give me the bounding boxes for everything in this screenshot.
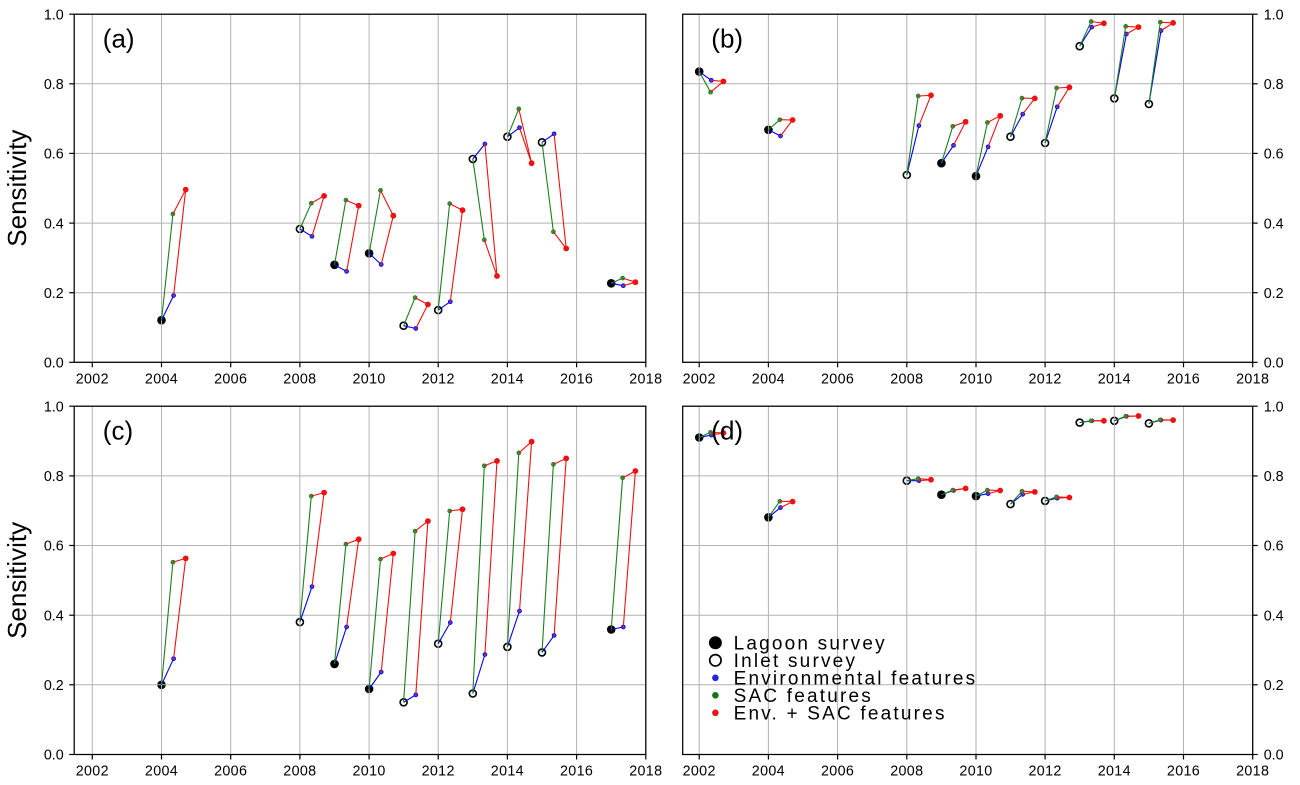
svg-text:Sensitivity: Sensitivity bbox=[2, 130, 32, 247]
svg-text:0.4: 0.4 bbox=[1264, 216, 1284, 232]
svg-text:0.0: 0.0 bbox=[1264, 748, 1284, 764]
svg-text:2002: 2002 bbox=[683, 764, 716, 780]
svg-text:0.8: 0.8 bbox=[44, 77, 64, 93]
svg-text:2010: 2010 bbox=[959, 371, 992, 387]
svg-text:2018: 2018 bbox=[629, 764, 662, 780]
svg-text:2006: 2006 bbox=[821, 764, 854, 780]
svg-text:2012: 2012 bbox=[1028, 371, 1061, 387]
svg-text:Lagoon survey: Lagoon survey bbox=[734, 634, 887, 655]
svg-text:2006: 2006 bbox=[214, 764, 247, 780]
svg-text:0.2: 0.2 bbox=[1264, 286, 1284, 302]
svg-text:0.6: 0.6 bbox=[44, 539, 64, 555]
svg-text:0.4: 0.4 bbox=[1264, 608, 1284, 624]
svg-text:2012: 2012 bbox=[1028, 764, 1061, 780]
svg-text:0.0: 0.0 bbox=[44, 748, 64, 764]
svg-text:0.2: 0.2 bbox=[44, 678, 64, 694]
svg-text:SAC features: SAC features bbox=[734, 686, 873, 707]
svg-text:Environmental features: Environmental features bbox=[734, 669, 978, 690]
svg-text:1.0: 1.0 bbox=[1264, 399, 1284, 415]
svg-text:(a): (a) bbox=[103, 24, 135, 54]
svg-text:2006: 2006 bbox=[821, 371, 854, 387]
svg-text:2018: 2018 bbox=[1236, 371, 1269, 387]
svg-text:0.4: 0.4 bbox=[44, 216, 64, 232]
svg-text:2014: 2014 bbox=[491, 764, 524, 780]
svg-text:(c): (c) bbox=[103, 416, 133, 446]
svg-text:2002: 2002 bbox=[683, 371, 716, 387]
svg-text:Inlet survey: Inlet survey bbox=[734, 651, 858, 672]
svg-text:2002: 2002 bbox=[76, 371, 109, 387]
svg-text:1.0: 1.0 bbox=[44, 399, 64, 415]
svg-text:2004: 2004 bbox=[145, 371, 178, 387]
svg-text:2016: 2016 bbox=[560, 764, 593, 780]
svg-text:0.6: 0.6 bbox=[44, 147, 64, 163]
svg-text:2010: 2010 bbox=[352, 764, 385, 780]
svg-text:Sensitivity: Sensitivity bbox=[2, 522, 32, 639]
svg-text:2016: 2016 bbox=[1167, 371, 1200, 387]
svg-text:2016: 2016 bbox=[560, 371, 593, 387]
svg-text:2004: 2004 bbox=[752, 371, 785, 387]
svg-text:Env. + SAC features: Env. + SAC features bbox=[734, 704, 947, 725]
svg-text:0.8: 0.8 bbox=[44, 469, 64, 485]
svg-text:1.0: 1.0 bbox=[44, 7, 64, 23]
svg-text:2008: 2008 bbox=[890, 371, 923, 387]
svg-text:0.6: 0.6 bbox=[1264, 147, 1284, 163]
svg-text:2012: 2012 bbox=[422, 764, 455, 780]
svg-text:0.0: 0.0 bbox=[44, 356, 64, 372]
svg-text:0.8: 0.8 bbox=[1264, 469, 1284, 485]
svg-text:2010: 2010 bbox=[959, 764, 992, 780]
svg-text:0.6: 0.6 bbox=[1264, 539, 1284, 555]
svg-text:2002: 2002 bbox=[76, 764, 109, 780]
svg-text:2010: 2010 bbox=[352, 371, 385, 387]
svg-text:2016: 2016 bbox=[1167, 764, 1200, 780]
svg-text:2014: 2014 bbox=[1098, 764, 1131, 780]
svg-text:2008: 2008 bbox=[283, 371, 316, 387]
svg-text:2018: 2018 bbox=[1236, 764, 1269, 780]
svg-text:0.0: 0.0 bbox=[1264, 356, 1284, 372]
svg-text:2012: 2012 bbox=[422, 371, 455, 387]
svg-text:2006: 2006 bbox=[214, 371, 247, 387]
svg-text:1.0: 1.0 bbox=[1264, 7, 1284, 23]
svg-text:2004: 2004 bbox=[752, 764, 785, 780]
svg-text:2004: 2004 bbox=[145, 764, 178, 780]
svg-text:0.2: 0.2 bbox=[44, 286, 64, 302]
svg-text:0.2: 0.2 bbox=[1264, 678, 1284, 694]
svg-text:2014: 2014 bbox=[491, 371, 524, 387]
svg-text:0.4: 0.4 bbox=[44, 608, 64, 624]
svg-text:2008: 2008 bbox=[890, 764, 923, 780]
svg-text:2014: 2014 bbox=[1098, 371, 1131, 387]
svg-text:2008: 2008 bbox=[283, 764, 316, 780]
svg-text:2018: 2018 bbox=[629, 371, 662, 387]
svg-text:(b): (b) bbox=[711, 24, 743, 54]
svg-text:0.8: 0.8 bbox=[1264, 77, 1284, 93]
svg-text:(d): (d) bbox=[711, 416, 743, 446]
